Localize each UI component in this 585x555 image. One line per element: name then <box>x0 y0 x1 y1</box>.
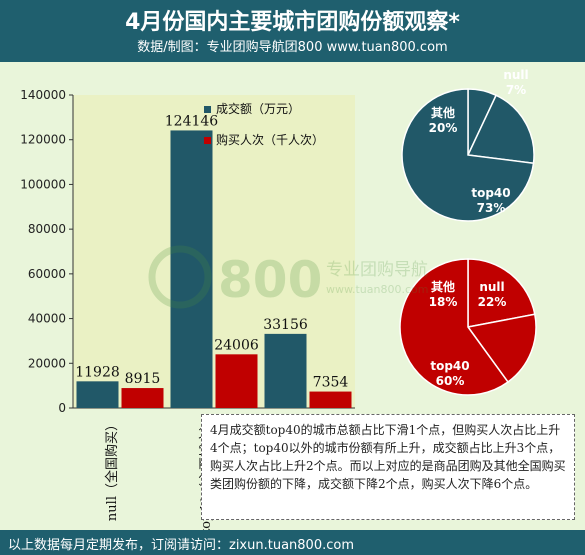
y-tick-label: 140000 <box>20 88 66 102</box>
watermark-svg: 800 专业团购导航 www.tuan800.com <box>148 245 428 309</box>
y-tick-label: 0 <box>58 401 66 415</box>
pie-revenue-percent: 20% <box>429 121 458 135</box>
page-subtitle: 数据/制图：专业团购导航团800 www.tuan800.com <box>137 40 448 55</box>
bar-revenue <box>76 381 119 408</box>
pie-buyers-slice <box>467 258 536 328</box>
footer-banner: 以上数据每月定期发布，订阅请访问：zixun.tuan800.com <box>0 530 585 555</box>
watermark-cn: 专业团购导航 <box>326 260 428 280</box>
legend-label: 成交额（万元） <box>216 101 300 116</box>
legend-label: 购买人次（千人次） <box>216 132 324 147</box>
y-tick-label: 120000 <box>20 133 66 147</box>
pie-revenue-label: null <box>503 68 528 82</box>
data-label: 7354 <box>313 375 349 391</box>
pie-revenue-slice <box>401 88 535 222</box>
pie-buyers-percent: 18% <box>429 295 458 309</box>
pie-buyers-label: 其他 <box>431 279 455 294</box>
plot-area <box>73 95 355 408</box>
data-label: 124146 <box>165 113 219 129</box>
y-tick-label: 80000 <box>28 222 66 236</box>
bar-buyers <box>121 388 164 408</box>
bar-revenue <box>264 333 307 408</box>
pie-buyers-label: top40 <box>430 359 469 373</box>
header-banner: 4月份国内主要城市团购份额观察* 数据/制图：专业团购导航团800 www.tu… <box>0 0 585 62</box>
bar-buyers <box>309 391 352 408</box>
analysis-note: 4月成交额top40的城市总额占比下滑1个点，但购买人次占比上升4个点；top4… <box>201 414 575 520</box>
legend-swatch <box>204 106 211 113</box>
watermark-circle-icon <box>148 245 212 309</box>
y-tick-label: 20000 <box>28 356 66 370</box>
pie-buyers-label: null <box>479 280 504 294</box>
y-tick-label: 40000 <box>28 312 66 326</box>
pie-buyers-slice <box>466 313 537 384</box>
footer-text: 以上数据每月定期发布，订阅请访问：zixun.tuan800.com <box>8 538 354 553</box>
pie-revenue-slice <box>466 94 535 165</box>
pie-buyers-percent: 22% <box>478 295 507 309</box>
pie-revenue-percent: 73% <box>477 201 506 215</box>
data-label: 24006 <box>214 337 259 353</box>
legend-swatch <box>204 137 211 144</box>
data-label: 8915 <box>125 371 161 387</box>
chart-canvas: 0 20000 40000 60000 80000 100000 120000 140000 1… <box>20 68 537 530</box>
pie-revenue-percent: 7% <box>506 83 526 97</box>
y-tick-label: 60000 <box>28 267 66 281</box>
pie-revenue-label: 其他 <box>431 105 455 120</box>
pie-buyers-percent: 60% <box>436 374 465 388</box>
bar-revenue <box>170 130 213 408</box>
y-tick-label: 100000 <box>20 177 66 191</box>
watermark-brand: 800 <box>218 251 322 309</box>
watermark-url: www.tuan800.com <box>326 283 428 296</box>
pie-revenue-label: top40 <box>471 186 510 200</box>
page-title: 4月份国内主要城市团购份额观察* <box>125 10 460 35</box>
data-label: 11928 <box>75 364 120 380</box>
data-label: 33156 <box>263 317 308 333</box>
pie-buyers-slice <box>399 258 510 396</box>
x-tick-label: null（全国购买） <box>104 418 120 521</box>
bar-buyers <box>215 354 258 408</box>
